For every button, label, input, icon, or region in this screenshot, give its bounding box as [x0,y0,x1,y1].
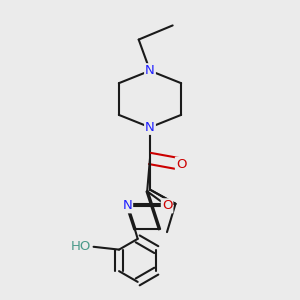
Text: HO: HO [70,240,91,253]
Text: N: N [122,199,132,212]
Text: O: O [176,158,186,171]
Text: N: N [145,121,155,134]
Text: O: O [162,199,172,212]
Text: N: N [145,64,155,77]
